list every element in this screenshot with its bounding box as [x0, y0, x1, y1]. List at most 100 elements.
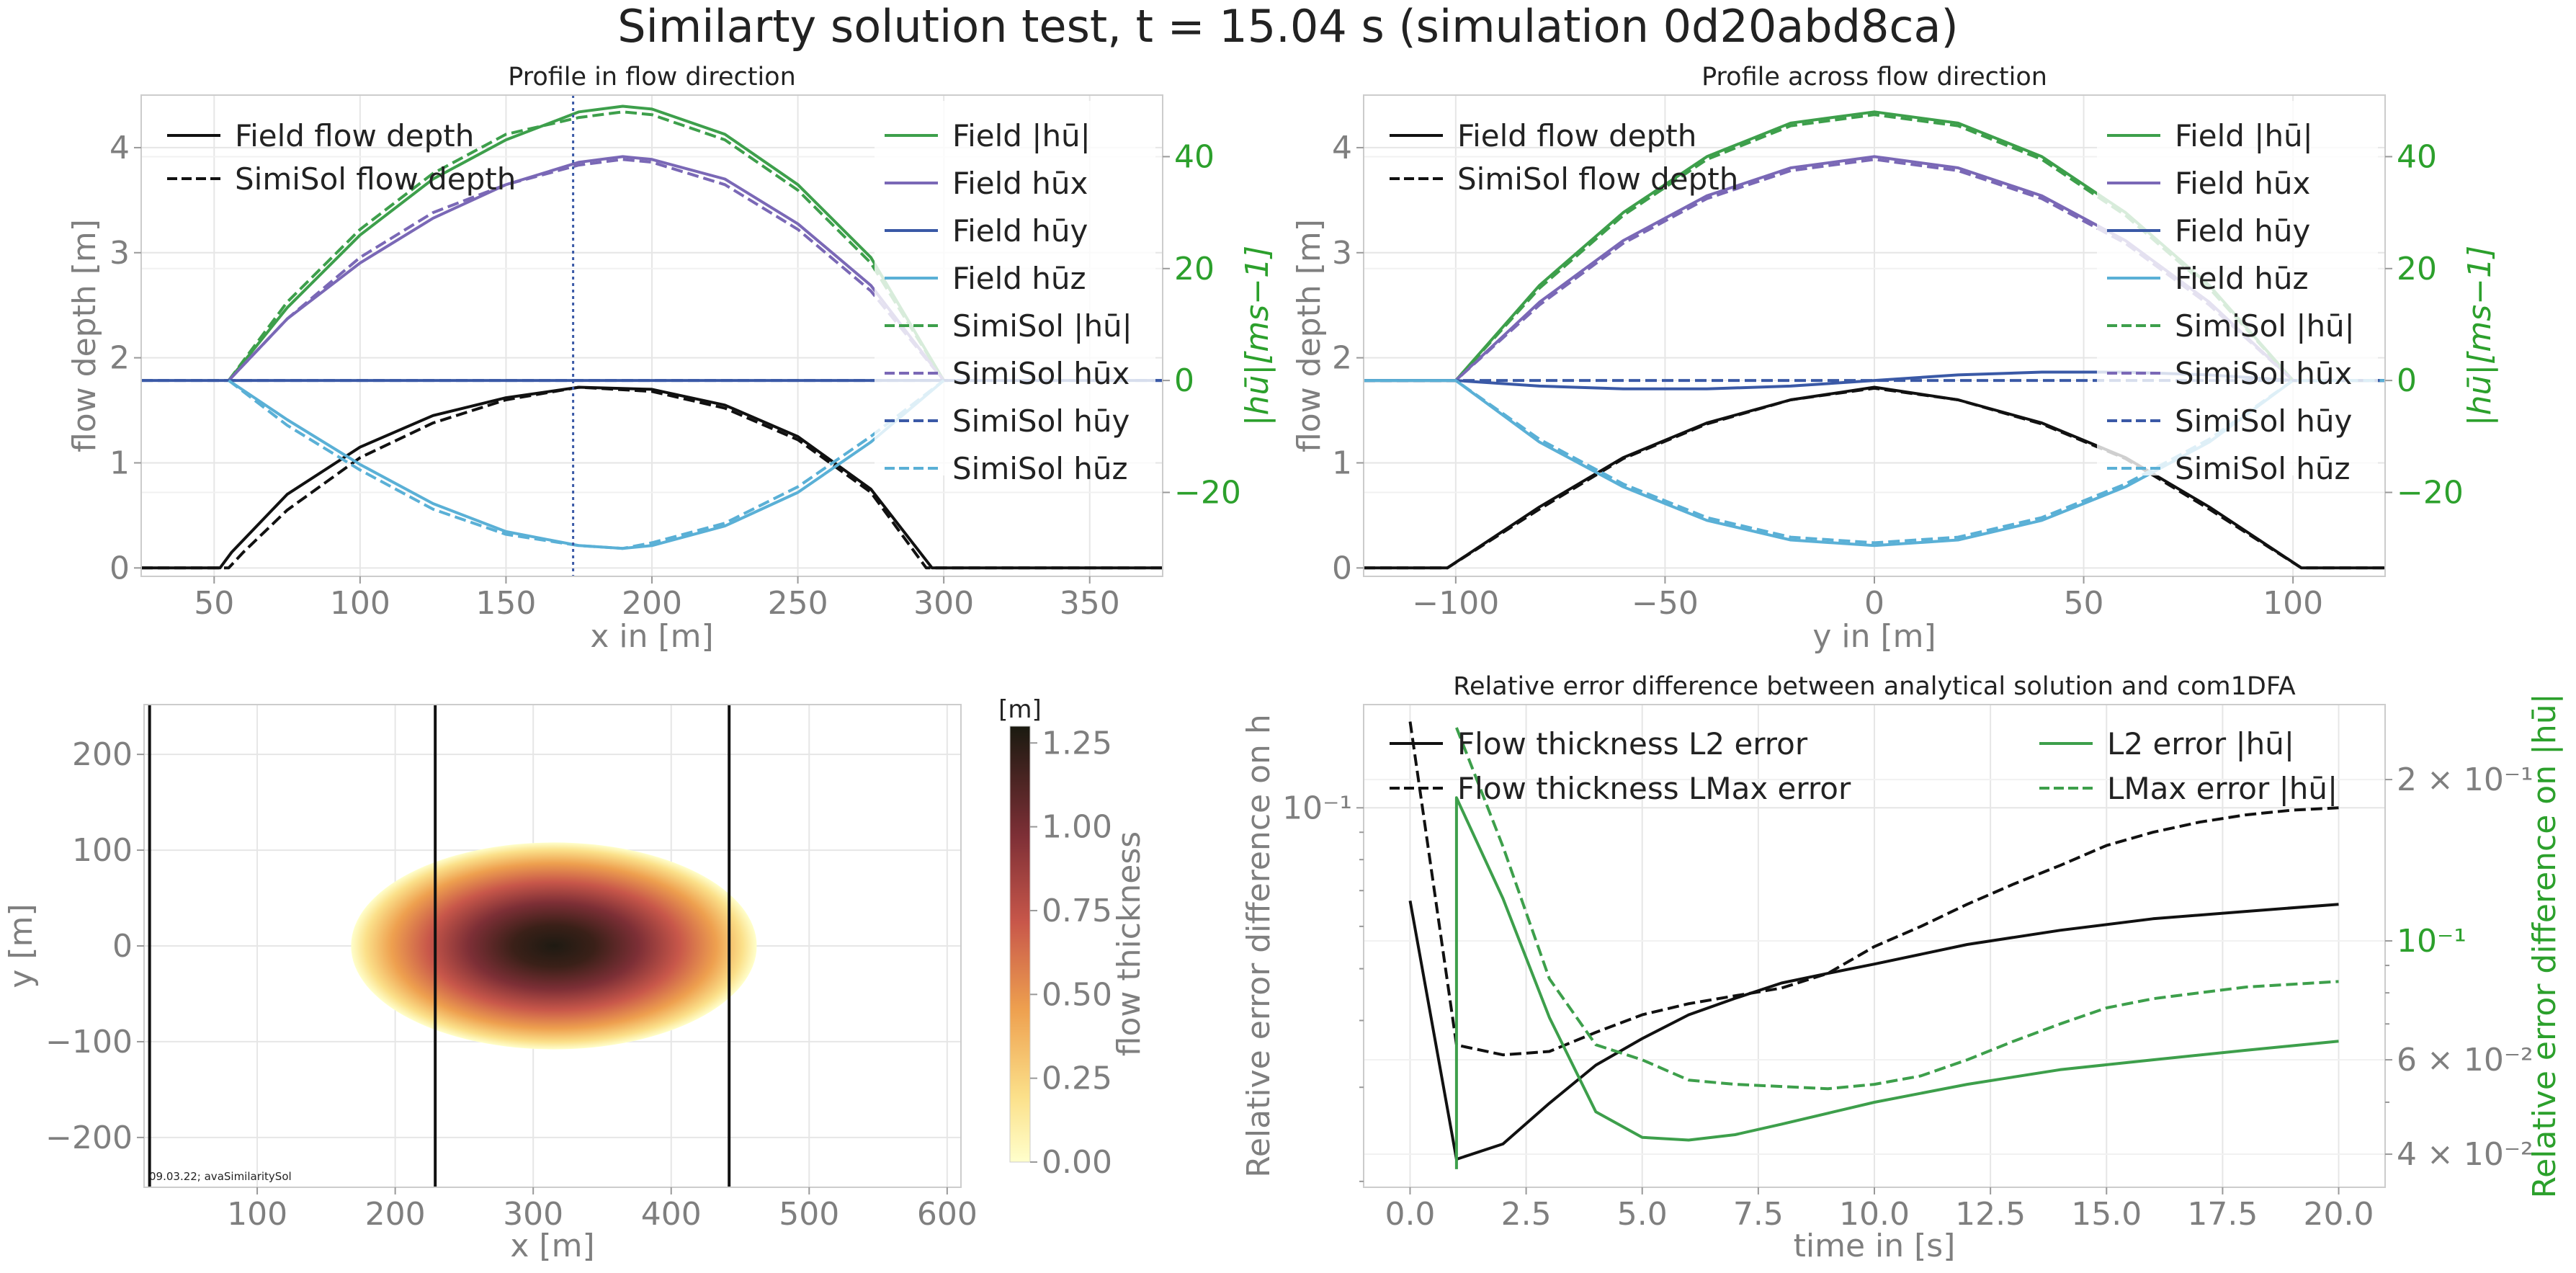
y-tick-label: 1 — [109, 445, 130, 481]
legend-label: Field hūx — [952, 166, 1088, 201]
legend-label: Field flow depth — [235, 118, 474, 153]
y-tick-label: −100 — [45, 1024, 133, 1060]
y2-tick-label: 0 — [1174, 362, 1194, 399]
series-simisol-flow-depth — [141, 385, 1163, 570]
y-tick-label: 10⁻¹ — [1282, 790, 1352, 826]
series-simisol-h-z — [228, 379, 945, 550]
legend-label: SimiSol hūx — [2175, 356, 2352, 391]
y2-tick-label: 20 — [1174, 251, 1215, 287]
y-tick-label: 4 — [109, 130, 130, 166]
error-y2label: Relative error difference on |hū| — [2526, 693, 2563, 1198]
profile-x-xlabel: x in [m] — [590, 618, 713, 655]
legend-label: Field hūy — [952, 213, 1088, 249]
legend-label: SimiSol flow depth — [235, 161, 516, 197]
x-tick-label: −100 — [1412, 585, 1499, 622]
x-tick-label: 15.0 — [2071, 1196, 2142, 1233]
y-tick-label: 3 — [109, 235, 130, 272]
legend-label: LMax error |hū| — [2107, 771, 2338, 806]
legend-label: SimiSol hūx — [952, 356, 1130, 391]
x-tick-label: 300 — [913, 585, 974, 622]
legend-background — [2097, 101, 2378, 475]
y2-tick-label: −20 — [1174, 474, 1241, 511]
colorbar: [m] 0.00 0.25 0.50 0.75 1.00 1.25 flow thickn… — [998, 695, 1148, 1181]
series-field-h — [227, 104, 945, 382]
error-xlabel: time in [s] — [1794, 1228, 1956, 1264]
colorbar-tick-label: 0.25 — [1042, 1060, 1112, 1097]
legend-background — [875, 101, 1155, 475]
colorbar-tick-label: 0.50 — [1042, 976, 1112, 1013]
x-tick-label: 20.0 — [2304, 1196, 2374, 1233]
map-xlabel: x [m] — [510, 1228, 594, 1264]
x-tick-label: 50 — [2064, 585, 2104, 622]
colorbar-tick-label: 0.00 — [1042, 1144, 1112, 1181]
flow-thickness-blob — [351, 842, 757, 1050]
x-tick-label: 0 — [1864, 585, 1884, 622]
error-panel: Relative error difference between analyt… — [1240, 672, 2563, 1264]
profile-y-ticks: −100 −50 0 50 100 0 1 2 3 4 −20 0 20 40 — [1332, 130, 2464, 622]
error-ticks: 0.0 2.5 5.0 7.5 10.0 12.5 15.0 17.5 20.0 10⁻¹ 4 × … — [1282, 761, 2533, 1233]
y-tick-label: 200 — [72, 736, 133, 773]
profile-x-ylabel: flow depth [m] — [66, 219, 103, 452]
legend-label: Field flow depth — [1457, 118, 1696, 153]
y2-tick-label: 10⁻¹ — [2397, 923, 2467, 960]
x-tick-label: 250 — [768, 585, 828, 622]
colorbar-gradient — [1009, 725, 1031, 1163]
y2-tick-label: 2 × 10⁻¹ — [2397, 761, 2533, 798]
x-tick-label: −50 — [1632, 585, 1699, 622]
profile-y-panel: Profile across flow direction −100 −50 0 50… — [1291, 63, 2498, 655]
x-tick-label: 350 — [1060, 585, 1120, 622]
y2-tick-label: −20 — [2397, 474, 2464, 511]
y-tick-label: 100 — [72, 832, 133, 869]
x-tick-label: 200 — [622, 585, 682, 622]
series-simisol-flow-depth — [1364, 386, 2385, 570]
y2-tick-label: 20 — [2397, 251, 2437, 287]
colorbar-ticks: 0.00 0.25 0.50 0.75 1.00 1.25 — [1030, 725, 1112, 1181]
legend-label: Field hūz — [952, 261, 1086, 296]
series-lmax-error-h — [1455, 727, 2339, 1091]
x-tick-label: 7.5 — [1733, 1196, 1784, 1233]
y-tick-label: 2 — [109, 340, 130, 377]
legend-label: Flow thickness LMax error — [1457, 771, 1851, 806]
legend-label: Field hūz — [2175, 261, 2309, 296]
legend-label: SimiSol hūy — [2175, 403, 2352, 439]
x-tick-label: 2.5 — [1501, 1196, 1552, 1233]
x-tick-label: 100 — [227, 1196, 287, 1233]
y-tick-label: 4 — [1332, 130, 1352, 166]
error-grid — [1364, 705, 2385, 1187]
y-tick-label: 1 — [1332, 445, 1352, 481]
legend-label: Field |hū| — [952, 118, 1091, 153]
x-tick-label: 10.0 — [1839, 1196, 1910, 1233]
map-heatmap — [351, 842, 757, 1050]
y-tick-label: −200 — [45, 1120, 133, 1156]
error-title: Relative error difference between analyt… — [1453, 672, 2296, 701]
y-tick-label: 2 — [1332, 340, 1352, 377]
profile-y-y2label: |hū|[ms−1] — [2461, 246, 2498, 426]
profile-y-xlabel: y in [m] — [1812, 618, 1936, 655]
y2-tick-label: 0 — [2397, 362, 2417, 399]
colorbar-tick-label: 1.00 — [1042, 809, 1112, 846]
legend-label: Field hūy — [2175, 213, 2310, 249]
x-tick-label: 12.5 — [1955, 1196, 2026, 1233]
y2-tick-label: 40 — [2397, 138, 2437, 175]
map-lines — [148, 705, 731, 1187]
y-tick-label: 0 — [109, 550, 130, 586]
error-legend-right: L2 error |hū| LMax error |hū| — [2039, 726, 2338, 806]
colorbar-label: flow thickness — [1111, 831, 1148, 1056]
figure-title: Similarty solution test, t = 15.04 s (si… — [617, 0, 1958, 53]
x-tick-label: 500 — [779, 1196, 839, 1233]
legend-label: Field hūx — [2175, 166, 2310, 201]
profile-y-legend-right: Field |hū| Field hūx Field hūy Field hūz Sim… — [2097, 101, 2378, 486]
legend-label: SimiSol hūy — [952, 403, 1130, 439]
colorbar-tick-label: 0.75 — [1042, 893, 1112, 929]
y2-tick-label: 4 × 10⁻² — [2397, 1136, 2533, 1173]
map-ylabel: y [m] — [3, 903, 40, 988]
error-legend-left: Flow thickness L2 error Flow thickness LM… — [1390, 726, 1851, 806]
legend-label: SimiSol |hū| — [952, 308, 1132, 344]
x-tick-label: 5.0 — [1617, 1196, 1668, 1233]
map-annotation: 09.03.22; avaSimilaritySol — [149, 1170, 292, 1183]
profile-x-panel: Profile in flow direction 50 100 150 200 250… — [66, 63, 1276, 655]
colorbar-tick-label: 1.25 — [1042, 725, 1112, 761]
error-ylabel: Relative error difference on h — [1240, 714, 1277, 1177]
series-simisol-h-x — [228, 158, 945, 382]
